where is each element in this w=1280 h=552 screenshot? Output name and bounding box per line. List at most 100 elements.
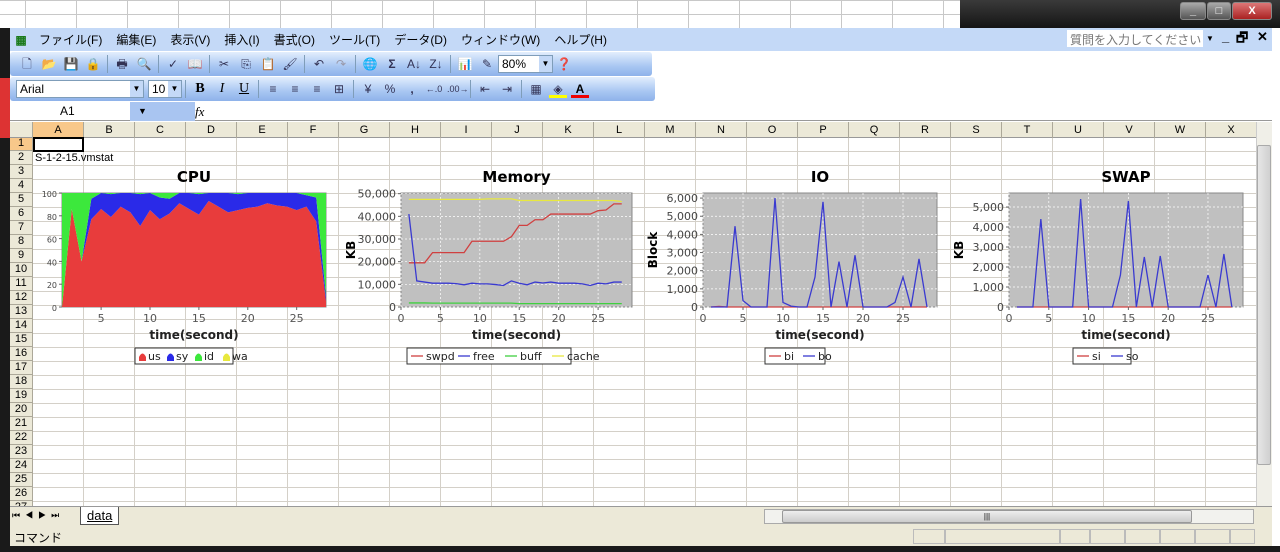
zoom-select[interactable]: 80% ▼: [498, 55, 553, 73]
row-header-6[interactable]: 6: [10, 207, 33, 221]
row-header-4[interactable]: 4: [10, 179, 33, 193]
column-header-A[interactable]: A: [33, 122, 84, 138]
column-header-O[interactable]: O: [747, 122, 798, 138]
row-header-2[interactable]: 2: [10, 151, 33, 165]
row-header-20[interactable]: 20: [10, 403, 33, 417]
help-search-input[interactable]: 質問を入力してください: [1067, 30, 1205, 47]
column-header-L[interactable]: L: [594, 122, 645, 138]
borders-icon[interactable]: ▦: [530, 82, 542, 96]
permission-icon[interactable]: 🔒: [85, 57, 101, 71]
column-header-R[interactable]: R: [900, 122, 951, 138]
spelling-icon[interactable]: ✓: [167, 57, 179, 71]
underline-button[interactable]: U: [238, 81, 250, 96]
copy-icon[interactable]: ⎘: [241, 57, 251, 71]
cell-grid[interactable]: [33, 138, 1256, 506]
column-header-N[interactable]: N: [696, 122, 747, 138]
research-icon[interactable]: 📖: [187, 57, 203, 71]
font-size-select[interactable]: 10 ▼: [148, 80, 182, 98]
cell-a2[interactable]: S-1-2-15.vmstat: [35, 152, 114, 164]
menu-help[interactable]: ヘルプ(H): [554, 33, 607, 47]
name-box[interactable]: A1: [60, 104, 75, 118]
row-header-12[interactable]: 12: [10, 291, 33, 305]
row-header-13[interactable]: 13: [10, 305, 33, 319]
menu-data[interactable]: データ(D): [394, 33, 447, 47]
row-header-3[interactable]: 3: [10, 165, 33, 179]
help-dropdown-icon[interactable]: ▼: [1203, 30, 1217, 47]
row-header-10[interactable]: 10: [10, 263, 33, 277]
open-icon[interactable]: 📂: [41, 57, 57, 71]
column-header-P[interactable]: P: [798, 122, 849, 138]
paste-icon[interactable]: 📋: [260, 57, 276, 71]
align-center-icon[interactable]: ≡: [291, 82, 299, 96]
print-icon[interactable]: 🖶: [116, 57, 128, 71]
autosum-icon[interactable]: Σ: [388, 57, 396, 71]
row-header-27[interactable]: 27: [10, 501, 33, 506]
row-header-9[interactable]: 9: [10, 249, 33, 263]
row-header-15[interactable]: 15: [10, 333, 33, 347]
menu-insert[interactable]: 挿入(I): [224, 33, 260, 47]
column-header-X[interactable]: X: [1206, 122, 1257, 138]
menu-view[interactable]: 表示(V): [170, 33, 211, 47]
menu-window[interactable]: ウィンドウ(W): [460, 33, 541, 47]
doc-restore-icon[interactable]: 🗗: [1236, 30, 1249, 45]
column-header-H[interactable]: H: [390, 122, 441, 138]
decrease-indent-icon[interactable]: ⇤: [479, 82, 491, 96]
column-header-B[interactable]: B: [84, 122, 135, 138]
column-header-C[interactable]: C: [135, 122, 186, 138]
insert-function-icon[interactable]: fx: [195, 104, 205, 119]
row-header-26[interactable]: 26: [10, 487, 33, 501]
column-header-U[interactable]: U: [1053, 122, 1104, 138]
tab-navigation-icons[interactable]: ⏮◀▶⏭: [12, 510, 65, 520]
row-header-23[interactable]: 23: [10, 445, 33, 459]
row-header-22[interactable]: 22: [10, 431, 33, 445]
row-header-1[interactable]: 1: [10, 138, 33, 151]
column-header-S[interactable]: S: [951, 122, 1002, 138]
column-header-W[interactable]: W: [1155, 122, 1206, 138]
currency-icon[interactable]: ¥: [364, 82, 372, 96]
column-header-D[interactable]: D: [186, 122, 237, 138]
align-right-icon[interactable]: ≡: [313, 82, 321, 96]
cut-icon[interactable]: ✂: [218, 57, 230, 71]
selected-cell-a1[interactable]: [33, 137, 84, 152]
menu-format[interactable]: 書式(O): [273, 33, 315, 47]
new-icon[interactable]: 🗋: [22, 57, 32, 71]
sort-descending-icon[interactable]: Z↓: [429, 57, 443, 71]
row-header-25[interactable]: 25: [10, 473, 33, 487]
row-header-17[interactable]: 17: [10, 361, 33, 375]
decrease-decimal-icon[interactable]: .00→: [447, 84, 469, 94]
row-header-16[interactable]: 16: [10, 347, 33, 361]
minimize-button[interactable]: _: [1180, 2, 1206, 20]
save-icon[interactable]: 💾: [63, 57, 79, 71]
sort-ascending-icon[interactable]: A↓: [406, 57, 421, 71]
column-header-F[interactable]: F: [288, 122, 339, 138]
row-header-7[interactable]: 7: [10, 221, 33, 235]
undo-icon[interactable]: ↶: [313, 57, 325, 71]
row-header-8[interactable]: 8: [10, 235, 33, 249]
print-preview-icon[interactable]: 🔍: [136, 57, 152, 71]
column-header-V[interactable]: V: [1104, 122, 1155, 138]
increase-indent-icon[interactable]: ⇥: [501, 82, 513, 96]
doc-close-icon[interactable]: ✕: [1257, 29, 1268, 44]
column-header-E[interactable]: E: [237, 122, 288, 138]
menu-edit[interactable]: 編集(E): [116, 33, 157, 47]
drawing-icon[interactable]: ✎: [481, 57, 493, 71]
column-header-K[interactable]: K: [543, 122, 594, 138]
tab-data[interactable]: data: [80, 507, 120, 525]
align-left-icon[interactable]: ≡: [269, 82, 277, 96]
row-header-11[interactable]: 11: [10, 277, 33, 291]
redo-icon[interactable]: ↷: [335, 57, 347, 71]
row-header-5[interactable]: 5: [10, 193, 33, 207]
comma-button[interactable]: ,: [410, 82, 414, 96]
row-header-18[interactable]: 18: [10, 375, 33, 389]
hyperlink-icon[interactable]: 🌐: [362, 57, 378, 71]
column-header-I[interactable]: I: [441, 122, 492, 138]
chart-wizard-icon[interactable]: 📊: [457, 57, 473, 71]
column-header-J[interactable]: J: [492, 122, 543, 138]
bold-button[interactable]: B: [195, 81, 205, 96]
close-button[interactable]: X: [1232, 2, 1272, 20]
merge-center-icon[interactable]: ⊞: [333, 82, 345, 96]
maximize-button[interactable]: □: [1207, 2, 1231, 20]
column-header-T[interactable]: T: [1002, 122, 1053, 138]
increase-decimal-icon[interactable]: ←.0: [425, 84, 443, 94]
name-box-dropdown-icon[interactable]: ▼: [130, 102, 195, 121]
